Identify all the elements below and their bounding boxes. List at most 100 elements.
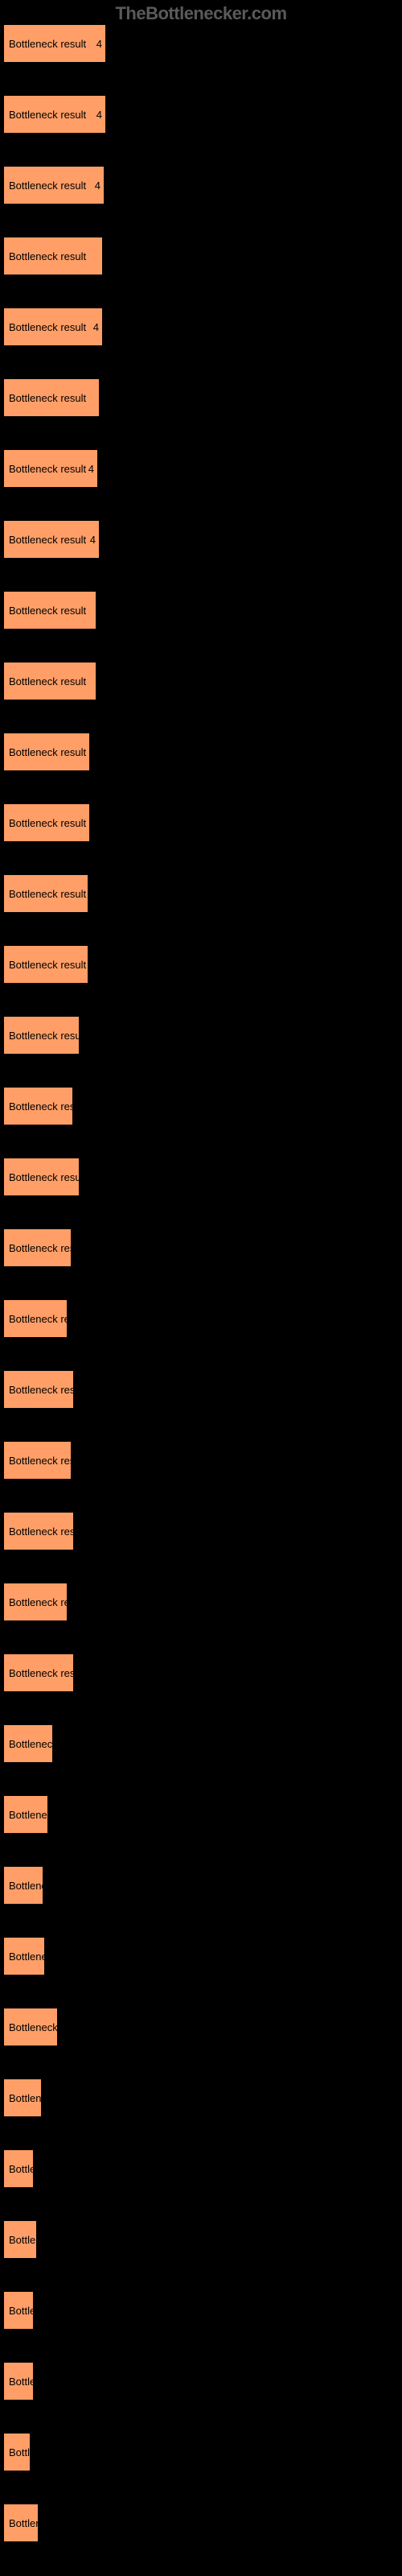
bar: Bottleneck resu: [3, 1583, 68, 1621]
bar-row: Bottle: [3, 2291, 402, 2339]
bar-label-text: Bottleneck result: [9, 534, 86, 546]
bar-value-text: 4: [96, 109, 102, 121]
bar-label-text: Bottleneck result: [9, 1525, 73, 1538]
bar-label-text: Bottleneck result: [9, 959, 86, 971]
bar-label-text: Bottleneck result: [9, 675, 86, 687]
bar: Bottleneck result: [3, 1370, 74, 1409]
bar-label-text: Bottleneck result: [9, 38, 86, 50]
bar-row: Bottleneck result: [3, 378, 402, 427]
bar-row: Bottleneck result: [3, 591, 402, 639]
bar-row: Bottleneck resu: [3, 1583, 402, 1631]
bar-label-text: Bottleneck result: [9, 888, 86, 900]
bar-row: Bottleneck result: [3, 237, 402, 285]
bar: Bottleneck result: [3, 378, 100, 417]
bar: Bottleneck result: [3, 1228, 72, 1267]
bar-label-text: Bottleneck result: [9, 250, 86, 262]
bar-row: Bottlen: [3, 2504, 402, 2552]
bar-row: Bottleneck result: [3, 1016, 402, 1064]
bar-label-text: Bottleneck result: [9, 109, 86, 121]
bar-row: Bottleneck result: [3, 1158, 402, 1206]
bar-row: Bottleneck: [3, 1795, 402, 1843]
bar: Bottlene: [3, 2079, 42, 2117]
bar: Bottl: [3, 2433, 31, 2471]
bar-label-text: Bottleneck result: [9, 746, 86, 758]
bar: Bottlene: [3, 1866, 43, 1905]
bar: Bottleneck result: [3, 1016, 80, 1055]
bar: Bottleneck resu: [3, 1299, 68, 1338]
bar: Bottleneck: [3, 1795, 48, 1834]
bar: Bottleneck result: [3, 1512, 74, 1550]
bar: Bottleneck result: [3, 945, 88, 984]
bar-label-text: Bottlene: [9, 2092, 41, 2104]
bar-label-text: Bottleneck result: [9, 817, 86, 829]
bar-label-text: Bottle: [9, 2163, 33, 2175]
bar-label-text: Bottle: [9, 2376, 33, 2388]
bar: Bottlenec: [3, 1937, 45, 1975]
bar-label-text: Bottleneck result: [9, 605, 86, 617]
bar-label-text: Bottleneck: [9, 1809, 47, 1821]
bar-value-text: 4: [93, 321, 99, 333]
bar: Bottleneck result 4: [3, 520, 100, 559]
bar-row: Bottlene: [3, 2079, 402, 2127]
bar-row: Bottleneck result: [3, 1512, 402, 1560]
bar-label-text: Bottleneck result: [9, 1030, 79, 1042]
bar-value-text: 4: [88, 463, 94, 475]
bar: Bottleneck result 4: [3, 24, 106, 63]
bar-label-text: Bottleneck result: [9, 180, 86, 192]
bar-label-text: Bottle: [9, 2305, 33, 2317]
bar-label-text: Bottleneck result: [9, 463, 86, 475]
bar-row: Bottleneck result 4: [3, 520, 402, 568]
bar: Bottleneck result: [3, 1653, 74, 1692]
bar-label-text: Bottleneck result: [9, 321, 86, 333]
bar: Bottle: [3, 2362, 34, 2401]
bar-row: Bottleneck result: [3, 1228, 402, 1277]
bar-row: Bottleneck result: [3, 662, 402, 710]
bar-row: Bottle: [3, 2362, 402, 2410]
bar-label-text: Bottleneck resu: [9, 1596, 67, 1608]
bar-row: Bottleneck result: [3, 1370, 402, 1418]
bar: Bottle: [3, 2291, 34, 2330]
bar-row: Bottleneck resu: [3, 1299, 402, 1348]
bar: Bottleneck result 4: [3, 95, 106, 134]
bar: Bottleneck result: [3, 733, 90, 771]
bar-row: Bottleneck re: [3, 2008, 402, 2056]
bar-label-text: Bottleneck result: [9, 1242, 71, 1254]
bar-row: Bottleneck result: [3, 1441, 402, 1489]
bar-row: Bottleneck result: [3, 1653, 402, 1702]
bar: Bottleneck result: [3, 237, 103, 275]
bar-row: Bottleneck result: [3, 733, 402, 781]
bar-row: Bottlen: [3, 2220, 402, 2268]
bar-row: Bottlene: [3, 1866, 402, 1914]
bar-value-text: 4: [96, 38, 102, 50]
bar: Bottleneck result: [3, 1087, 73, 1125]
bar-label-text: Bottleneck result: [9, 1455, 71, 1467]
bar-label-text: Bottleneck result: [9, 392, 86, 404]
bar-label-text: Bottleneck re: [9, 2021, 57, 2033]
bar-value-text: 4: [95, 180, 100, 192]
bar: Bottleneck result4: [3, 449, 98, 488]
bar-label-text: Bottleneck result: [9, 1100, 72, 1113]
bar-row: Bottleneck result 4: [3, 24, 402, 72]
bar-value-text: 4: [90, 534, 96, 546]
bar-label-text: Bottleneck result: [9, 1667, 73, 1679]
bar: Bottle: [3, 2149, 34, 2188]
bar-label-text: Bottlenec: [9, 1951, 44, 1963]
bar-label-text: Bottlene: [9, 1880, 43, 1892]
bar-row: Bottleneck result: [3, 945, 402, 993]
bar: Bottlen: [3, 2504, 39, 2542]
bar-label-text: Bottl: [9, 2446, 30, 2458]
bar-row: Bottleneck result: [3, 803, 402, 852]
bar: Bottleneck result: [3, 591, 96, 630]
bar-label-text: Bottlen: [9, 2517, 38, 2529]
bar: Bottleneck result: [3, 803, 90, 842]
bottleneck-bar-chart: Bottleneck result4Bottleneck result4Bott…: [0, 0, 402, 2552]
bar: Bottleneck: [3, 1724, 53, 1763]
bar-row: Bottleneck result 4: [3, 308, 402, 356]
bar: Bottleneck result 4: [3, 166, 105, 204]
bar-row: Bottleneck result4: [3, 449, 402, 497]
watermark-text: TheBottlenecker.com: [115, 3, 286, 24]
bar: Bottleneck result: [3, 1158, 80, 1196]
bar-label-text: Bottleneck result: [9, 1171, 79, 1183]
bar-row: Bottleneck result 4: [3, 166, 402, 214]
bar: Bottleneck result: [3, 662, 96, 700]
